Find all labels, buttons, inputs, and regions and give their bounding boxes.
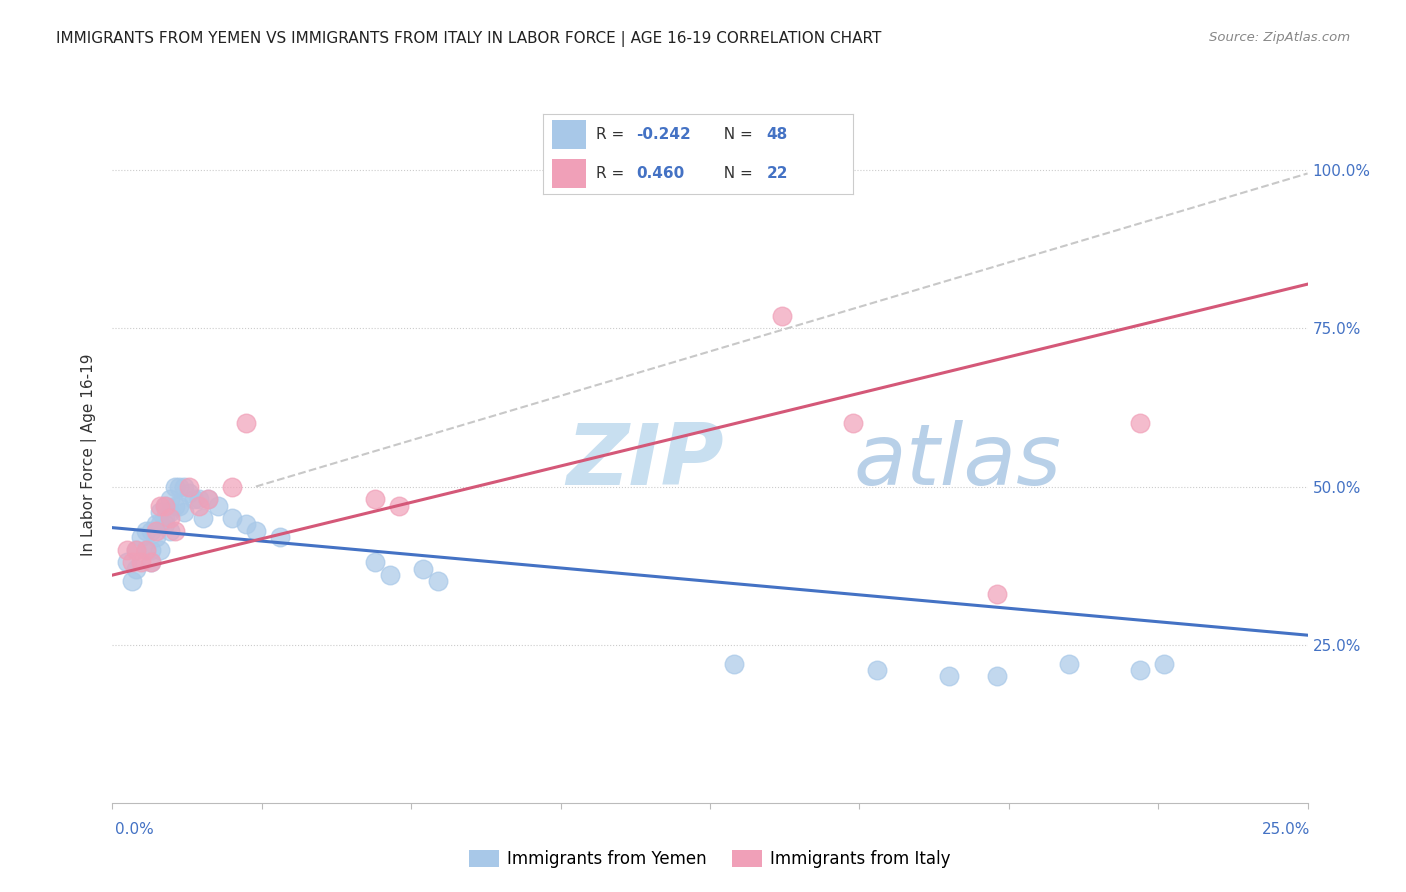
Point (163, 524, 186, 538)
Point (1153, 657, 1175, 671)
Point (139, 556, 162, 570)
Text: IMMIGRANTS FROM YEMEN VS IMMIGRANTS FROM ITALY IN LABOR FORCE | AGE 16-19 CORREL: IMMIGRANTS FROM YEMEN VS IMMIGRANTS FROM… (56, 31, 882, 47)
Point (163, 479, 186, 493)
Point (153, 517, 176, 532)
Point (986, 669, 1008, 683)
Point (364, 492, 387, 507)
Point (378, 568, 401, 582)
Text: atlas: atlas (853, 420, 1062, 503)
Point (245, 524, 267, 538)
Point (153, 499, 176, 513)
Point (235, 517, 257, 532)
Point (193, 511, 215, 525)
Point (207, 499, 229, 513)
Point (235, 417, 257, 431)
Text: Source: ZipAtlas.com: Source: ZipAtlas.com (1209, 31, 1350, 45)
Point (197, 492, 219, 507)
Y-axis label: In Labor Force | Age 16-19: In Labor Force | Age 16-19 (80, 353, 97, 557)
Point (426, 574, 449, 589)
Point (135, 542, 157, 557)
Point (388, 499, 411, 513)
Legend: Immigrants from Yemen, Immigrants from Italy: Immigrants from Yemen, Immigrants from I… (463, 843, 957, 874)
Point (159, 524, 181, 538)
Point (139, 556, 162, 570)
Point (145, 517, 167, 532)
Point (1129, 417, 1152, 431)
Point (159, 505, 181, 519)
Point (145, 530, 167, 544)
Point (159, 511, 181, 525)
Point (149, 517, 172, 532)
Point (129, 530, 152, 544)
Point (149, 505, 172, 519)
Point (221, 511, 243, 525)
Point (197, 492, 219, 507)
Point (770, 309, 793, 323)
Point (125, 542, 148, 557)
Point (1057, 657, 1080, 671)
Point (723, 657, 745, 671)
Point (412, 562, 434, 576)
Point (149, 499, 172, 513)
Point (221, 479, 243, 493)
Point (115, 556, 138, 570)
Point (173, 505, 195, 519)
Point (121, 574, 143, 589)
Point (153, 511, 176, 525)
Point (163, 499, 186, 513)
Point (135, 542, 157, 557)
Point (842, 417, 865, 431)
Point (169, 479, 191, 493)
Point (149, 542, 172, 557)
Point (135, 524, 157, 538)
Point (187, 499, 209, 513)
Point (269, 530, 291, 544)
Point (153, 499, 176, 513)
Point (986, 587, 1008, 601)
Point (183, 492, 205, 507)
Point (187, 492, 209, 507)
Point (121, 556, 143, 570)
Point (177, 486, 200, 500)
Point (145, 524, 167, 538)
Text: 0.0%: 0.0% (115, 822, 155, 837)
Point (115, 542, 138, 557)
Point (177, 479, 200, 493)
Point (866, 663, 889, 677)
Text: 25.0%: 25.0% (1263, 822, 1310, 837)
Point (139, 524, 162, 538)
Point (125, 542, 148, 557)
Point (938, 669, 960, 683)
Point (139, 542, 162, 557)
Point (169, 499, 191, 513)
Point (364, 556, 387, 570)
Text: ZIP: ZIP (567, 420, 724, 503)
Point (173, 479, 195, 493)
Point (125, 562, 148, 576)
Point (129, 556, 152, 570)
Point (1129, 663, 1152, 677)
Point (159, 492, 181, 507)
